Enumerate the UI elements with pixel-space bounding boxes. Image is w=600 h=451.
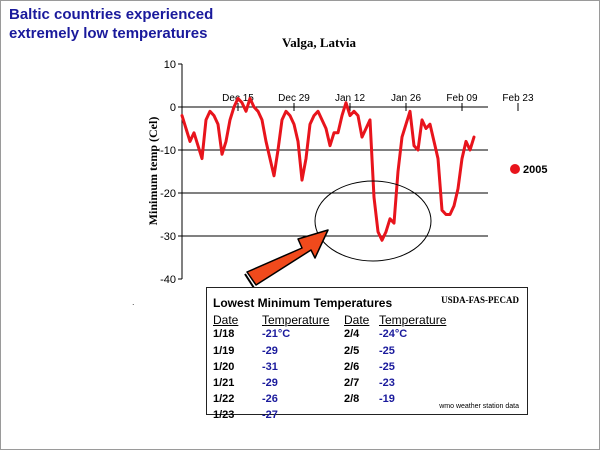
y-tick-label: 10 — [164, 59, 176, 71]
table-source: USDA-FAS-PECAD — [441, 295, 519, 305]
x-tick-label: Jan 26 — [391, 93, 421, 104]
y-tick-label: 0 — [170, 102, 176, 114]
left-temperature-header: Temperature — [262, 313, 330, 327]
left-date-header: Date — [213, 313, 239, 327]
chart-title: Valga, Latvia — [282, 35, 356, 50]
x-tick-label: Feb 23 — [502, 93, 534, 104]
row-date: 1/19 — [213, 345, 235, 357]
stray-dot: . — [132, 297, 135, 307]
right-temperature-header: Temperature — [379, 313, 447, 327]
x-tick-label: Dec 29 — [278, 93, 310, 104]
y-tick-label: -20 — [160, 188, 176, 200]
legend: 2005 — [510, 164, 547, 176]
row-date: 1/23 — [213, 409, 235, 421]
row-temperature: -23 — [379, 377, 395, 389]
row-temperature: -21°C — [262, 328, 291, 340]
y-axis-label: Minimum temp (Cel) — [146, 117, 160, 226]
row-date: 2/8 — [344, 393, 360, 405]
row-temperature: -25 — [379, 361, 395, 373]
pointer-arrow — [246, 229, 329, 286]
table-title: Lowest Minimum Temperatures — [213, 296, 393, 310]
right-date-header: Date — [344, 313, 370, 327]
row-temperature: -31 — [262, 361, 278, 373]
row-date: 2/6 — [344, 361, 360, 373]
legend-label: 2005 — [523, 164, 547, 176]
row-date: 1/21 — [213, 377, 235, 389]
annotations — [244, 180, 432, 289]
row-date: 2/5 — [344, 345, 360, 357]
slide-title-line-2: extremely low temperatures — [9, 25, 208, 42]
row-date: 2/4 — [344, 328, 360, 340]
legend-marker — [510, 164, 520, 174]
y-tick-label: -30 — [160, 231, 176, 243]
slide-title: Baltic countries experienced extremely l… — [9, 5, 269, 43]
x-tick-label: Feb 09 — [446, 93, 478, 104]
row-date: 1/18 — [213, 328, 235, 340]
row-date: 1/20 — [213, 361, 235, 373]
row-temperature: -25 — [379, 345, 395, 357]
series — [180, 96, 476, 242]
row-temperature: -26 — [262, 393, 278, 405]
pointer-arrow-tail — [244, 273, 255, 289]
row-date: 2/7 — [344, 377, 360, 389]
highlight-ellipse — [314, 180, 432, 262]
row-temperature: -29 — [262, 345, 278, 357]
axes — [178, 63, 519, 280]
row-temperature: -27 — [262, 409, 278, 421]
series-line-2005 — [180, 96, 476, 242]
table-note: wmo weather station data — [439, 403, 519, 410]
row-date: 1/22 — [213, 393, 235, 405]
slide-title-line-1: Baltic countries experienced — [9, 6, 214, 23]
y-tick-label: -40 — [160, 274, 176, 286]
row-temperature: -19 — [379, 393, 395, 405]
lowest-temperatures-table: Lowest Minimum Temperatures USDA-FAS-PEC… — [206, 287, 528, 421]
row-temperature: -24°C — [379, 328, 408, 340]
x-tick-label: Jan 12 — [335, 93, 365, 104]
row-temperature: -29 — [262, 377, 278, 389]
y-tick-label: -10 — [160, 145, 176, 157]
